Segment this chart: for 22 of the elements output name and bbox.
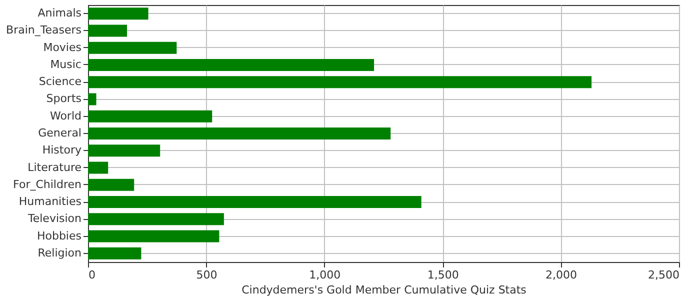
- y-tick-label: General: [38, 126, 82, 140]
- y-tick-label: History: [42, 144, 82, 157]
- y-tick-label: Music: [50, 58, 82, 71]
- x-tick-label: 500: [196, 268, 218, 282]
- y-tick-label: Hobbies: [36, 229, 82, 242]
- x-tick-label: 2,500: [648, 268, 680, 282]
- y-tick-label: Brain_Teasers: [6, 24, 82, 37]
- x-tick-label: 1,000: [309, 268, 341, 282]
- x-tick-label: 0: [88, 268, 96, 282]
- x-tick-label: 2,000: [546, 268, 578, 282]
- y-tick-label: Television: [27, 212, 82, 226]
- y-tick-label: Animals: [38, 6, 82, 20]
- x-axis-title: Cindydemers's Gold Member Cumulative Quiz Stats: [242, 284, 527, 296]
- y-tick-label: Sports: [46, 92, 82, 106]
- y-tick-label: World: [50, 109, 82, 122]
- y-tick-label: For_Children: [13, 178, 82, 191]
- y-tick-label: Literature: [28, 160, 82, 174]
- y-tick-label: Humanities: [18, 195, 82, 208]
- x-tick-label: 1,500: [427, 268, 459, 282]
- y-tick-label: Science: [38, 75, 82, 88]
- y-tick-label: Religion: [38, 246, 82, 260]
- y-tick-label: Movies: [43, 40, 82, 54]
